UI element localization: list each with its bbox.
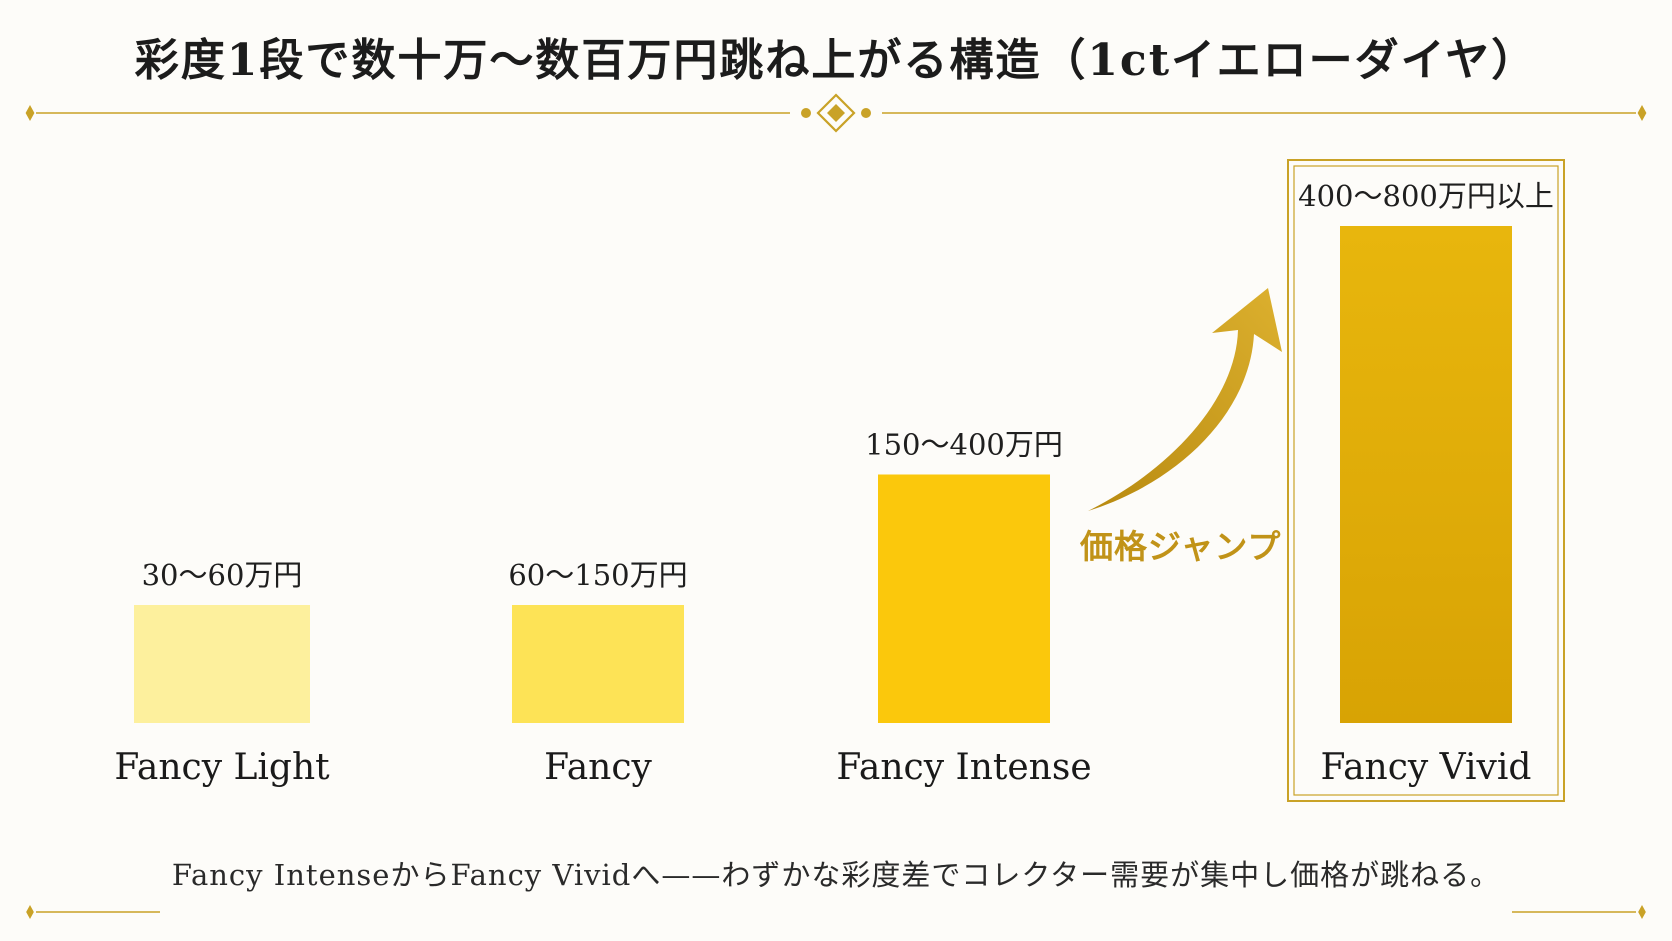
bar-value-label: 60～150万円 [508, 558, 687, 592]
ornament-diamond-icon [816, 93, 856, 133]
bar-group: 30～60万円 Fancy Light 60～150万円 Fancy 150～400万円… [114, 159, 1565, 802]
category-label: Fancy Vivid [1321, 747, 1532, 788]
rule-end-diamond-icon [1638, 905, 1646, 919]
category-label: Fancy [544, 747, 652, 788]
rule-end-diamond-icon [26, 905, 34, 919]
rule-end-diamond-icon [1637, 105, 1647, 121]
bar [512, 605, 684, 723]
bar [878, 474, 1050, 723]
chart-title: 彩度1段で数十万～数百万円跳ね上がる構造（1ctイエローダイヤ） [134, 35, 1538, 86]
price-jump-label: 価格ジャンプ [1079, 527, 1281, 566]
category-label: Fancy Light [114, 747, 330, 788]
decorative-frame [25, 93, 1647, 919]
bar [1340, 226, 1512, 723]
rule-dot-icon [801, 108, 811, 118]
category-label: Fancy Intense [836, 747, 1091, 788]
rule-end-diamond-icon [25, 105, 35, 121]
footnote: Fancy IntenseからFancy Vividへ——わずかな彩度差でコレク… [171, 858, 1501, 892]
ornament-diamond-inner-icon [827, 104, 845, 122]
bar-value-label: 30～60万円 [142, 558, 303, 592]
highlight-frame-inner [1293, 165, 1559, 796]
price-jump-arrow-icon [1088, 288, 1282, 511]
rule-dot-icon [861, 108, 871, 118]
price-jump-arrow: 価格ジャンプ [1079, 288, 1282, 566]
bar [134, 605, 310, 723]
bar-value-label: 400～800万円以上 [1298, 179, 1554, 213]
bar-value-label: 150～400万円 [865, 428, 1063, 462]
highlight-frame-outer [1287, 159, 1565, 802]
